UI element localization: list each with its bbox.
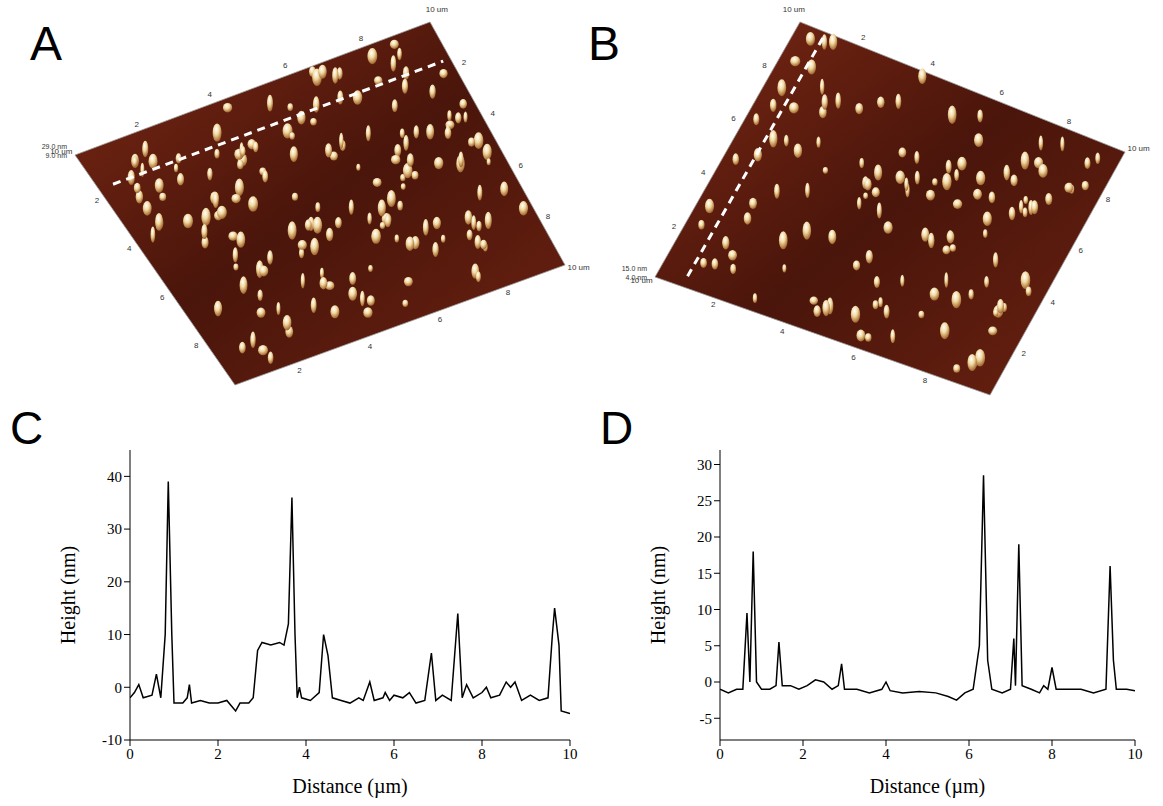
svg-text:25: 25 [697,493,712,509]
svg-text:Distance (µm): Distance (µm) [870,775,985,798]
svg-text:29.0 nm: 29.0 nm [42,143,67,150]
svg-text:8: 8 [359,34,364,43]
html-text:B: B [588,17,620,70]
svg-text:4: 4 [208,90,213,99]
svg-text:2: 2 [462,58,467,67]
svg-text:0: 0 [705,674,713,690]
svg-text:4: 4 [701,168,706,177]
svg-text:30: 30 [107,521,122,537]
svg-text:10: 10 [563,746,578,762]
svg-text:10 um: 10 um [426,5,449,14]
svg-text:2: 2 [214,746,222,762]
svg-text:2: 2 [799,746,807,762]
svg-text:6: 6 [438,315,443,324]
svg-text:8: 8 [546,212,551,221]
svg-text:6: 6 [851,353,856,362]
svg-text:6: 6 [731,114,736,123]
svg-text:15.0 nm: 15.0 nm [622,265,647,272]
svg-text:4: 4 [302,746,310,762]
svg-text:10 um: 10 um [1127,144,1150,153]
svg-text:10: 10 [697,602,712,618]
svg-text:0: 0 [716,746,724,762]
html-text:D: D [600,402,634,454]
svg-text:8: 8 [194,341,199,350]
svg-text:10: 10 [107,627,122,643]
svg-text:Distance (µm): Distance (µm) [292,775,407,798]
svg-text:2: 2 [95,196,100,205]
svg-text:2: 2 [711,300,716,309]
svg-text:30: 30 [697,457,712,473]
svg-text:Height (nm): Height (nm) [57,546,80,644]
svg-text:-5: -5 [700,711,713,727]
svg-text:6: 6 [160,293,165,302]
svg-text:6: 6 [519,161,524,170]
svg-text:0: 0 [115,680,123,696]
svg-text:40: 40 [107,469,122,485]
svg-text:8: 8 [1067,117,1072,126]
svg-text:8: 8 [478,746,486,762]
svg-text:0: 0 [126,746,134,762]
svg-text:4.0 nm: 4.0 nm [626,274,648,281]
svg-text:8: 8 [1048,746,1056,762]
svg-text:2: 2 [1022,349,1027,358]
svg-text:4: 4 [127,244,132,253]
svg-text:8: 8 [923,376,928,385]
svg-text:15: 15 [697,566,712,582]
svg-text:10 um: 10 um [567,263,590,272]
svg-text:8: 8 [506,288,511,297]
svg-text:2: 2 [861,33,866,42]
svg-text:2: 2 [297,366,302,375]
svg-text:4: 4 [491,109,496,118]
svg-text:2: 2 [672,222,677,231]
svg-text:8: 8 [762,61,767,70]
svg-text:2: 2 [135,120,140,129]
svg-text:6: 6 [1000,88,1005,97]
svg-text:9.0 nm: 9.0 nm [46,152,68,159]
svg-text:20: 20 [697,529,712,545]
svg-text:10 um: 10 um [783,5,806,14]
svg-text:Height (nm): Height (nm) [647,546,670,644]
svg-text:6: 6 [283,61,288,70]
svg-text:5: 5 [705,638,713,654]
html-text:A: A [30,17,62,70]
svg-text:10: 10 [1128,746,1143,762]
svg-text:6: 6 [965,746,973,762]
html-text:C: C [10,402,44,454]
svg-text:4: 4 [1050,298,1055,307]
svg-text:4: 4 [882,746,890,762]
svg-text:20: 20 [107,574,122,590]
svg-text:8: 8 [1106,195,1111,204]
svg-text:6: 6 [390,746,398,762]
svg-text:-10: -10 [102,732,122,748]
svg-text:4: 4 [780,327,785,336]
svg-text:4: 4 [368,342,373,351]
svg-text:4: 4 [930,59,935,68]
svg-text:6: 6 [1079,246,1084,255]
